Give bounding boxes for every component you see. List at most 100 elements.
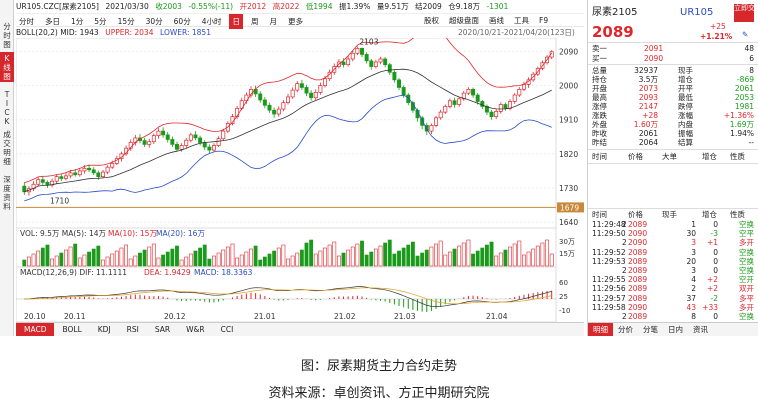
tick-row: 11:29:55 2089 4 +2 空开 <box>592 275 754 284</box>
candle-body <box>272 109 277 115</box>
candle-body <box>457 98 462 105</box>
tick-col-0[interactable]: 时间 <box>592 210 607 219</box>
quote-tab-0[interactable]: 明细 <box>588 323 613 336</box>
volume-bar <box>179 259 184 267</box>
volume-bar <box>77 257 82 267</box>
volume-bar <box>295 252 300 267</box>
volume-bar <box>383 242 388 267</box>
tick-nature: 多开 <box>739 302 754 312</box>
volume-bar <box>45 244 50 267</box>
tick-col-1[interactable]: 价格 <box>628 210 643 219</box>
tick-col-2[interactable]: 现手 <box>662 210 677 219</box>
indicator-tab-sar[interactable]: SAR <box>154 325 171 334</box>
period-4[interactable]: 15分 <box>117 17 135 26</box>
indicator-tab-cci[interactable]: CCI <box>220 325 234 334</box>
macd-tick-label: 60 <box>559 279 568 287</box>
volume-bar <box>59 252 64 267</box>
quote-tab-3[interactable]: 日内 <box>668 325 683 334</box>
header-link-0[interactable]: 股权 <box>424 16 439 25</box>
detail-col-0[interactable]: 时间 <box>592 152 607 161</box>
volume-bar <box>147 246 152 267</box>
period-8[interactable]: 日 <box>229 14 243 29</box>
volume-bar <box>475 250 480 267</box>
volume-bar <box>355 243 360 267</box>
period-7[interactable]: 4小时 <box>201 17 222 26</box>
trade-now-button[interactable]: 立即交易 <box>734 4 758 22</box>
quote-value: 2147 <box>638 102 658 111</box>
volume-bar <box>36 250 41 267</box>
indicator-tab-rsi[interactable]: RSI <box>126 325 139 334</box>
tick-price: 2089 <box>628 220 648 229</box>
quote-tab-1[interactable]: 分价 <box>618 325 633 334</box>
volume-bar <box>466 239 471 267</box>
detail-col-4[interactable]: 性质 <box>730 152 745 161</box>
reference-price-label: 1679 <box>560 203 579 212</box>
volume-bar <box>485 244 489 267</box>
volume-bar <box>276 247 281 267</box>
period-10[interactable]: 月 <box>269 17 277 26</box>
quote-tabs: 明细 分价 分笔 日内 资讯 <box>588 322 758 336</box>
volume-bar <box>299 249 304 267</box>
header-link-1[interactable]: 超级盘面 <box>449 16 479 25</box>
detail-col-1[interactable]: 价格 <box>628 152 643 161</box>
edit-icon[interactable]: ✎ <box>742 30 749 39</box>
period-3[interactable]: 5分 <box>94 17 107 26</box>
indicator-tab-kdj[interactable]: KDJ <box>97 325 111 334</box>
period-9[interactable]: 周 <box>250 17 259 26</box>
quote-row: 总量 32937 现手 8 <box>592 66 754 75</box>
candle-body <box>387 64 392 73</box>
boll-lower-line <box>24 94 552 202</box>
quote-label: 昨收 <box>592 129 607 138</box>
period-5[interactable]: 30分 <box>145 17 163 26</box>
indicator-tab-macd[interactable]: MACD <box>16 323 55 336</box>
candle-body <box>471 88 476 96</box>
volume-bar <box>253 245 258 267</box>
period-11[interactable]: 更多 <box>287 17 303 26</box>
quote-tab-4[interactable]: 资讯 <box>693 325 708 334</box>
tick-oi: +2 <box>706 284 718 294</box>
volume-bar <box>540 242 545 267</box>
macd-chart[interactable]: MACD(12,26,9) DIF: 11.1111 DEA: 1.9429 MAC… <box>16 267 584 322</box>
period-2[interactable]: 1分 <box>71 17 84 26</box>
period-0[interactable]: 分时 <box>19 17 34 26</box>
quote-tab-2[interactable]: 分笔 <box>643 325 658 334</box>
high-marker: 2103 <box>359 38 378 46</box>
indicator-tab-boll[interactable]: BOLL <box>62 325 82 334</box>
tab-trade-detail[interactable]: 成交明细 <box>3 130 11 166</box>
tab-timeshare[interactable]: 分时图 <box>3 22 11 49</box>
tick-col-4[interactable]: 性质 <box>730 210 745 219</box>
volume-bar <box>212 255 216 267</box>
tick-hand: 30 <box>686 229 696 239</box>
header-link-4[interactable]: F9 <box>539 16 549 25</box>
boll-mid-line <box>24 68 552 193</box>
tick-oi: 0 <box>713 220 718 229</box>
volume-bar <box>156 257 161 267</box>
volume-bar <box>443 254 448 267</box>
volume-chart[interactable]: VOL: 9.5万 MA(5): 14万 MA(10): 15万 MA(20): … <box>16 228 584 267</box>
tick-price: 2089 <box>628 247 648 257</box>
quote-value: 2093 <box>638 93 658 102</box>
indicator-tab-wr[interactable]: W&R <box>186 325 205 334</box>
quote-label: 开盘 <box>592 84 607 93</box>
header-link-2[interactable]: 画线 <box>489 16 504 25</box>
quote-value: 1981 <box>734 102 754 111</box>
period-6[interactable]: 60分 <box>173 17 191 26</box>
volume-bar <box>244 251 249 267</box>
candle-body <box>369 60 374 67</box>
quote-label: 持仓 <box>592 75 607 84</box>
header-link-3[interactable]: 工具 <box>514 16 529 25</box>
tick-row: 11:29:57 2089 37 -2 多平 <box>592 294 754 303</box>
candle-body <box>110 163 115 168</box>
detail-col-2[interactable]: 大单 <box>662 152 677 161</box>
candlestick-chart[interactable]: 2090 2000 1910 1820 1730 1640 1679 2103 1710 <box>16 38 584 228</box>
period-1[interactable]: 多日 <box>45 17 60 26</box>
price-tick-label: 1910 <box>559 116 578 125</box>
tick-col-3[interactable]: 增仓 <box>702 210 717 219</box>
tab-depth-info[interactable]: 深度资料 <box>3 175 11 211</box>
volume-bar <box>249 248 253 267</box>
tick-price: 2090 <box>628 238 648 248</box>
detail-col-3[interactable]: 增仓 <box>702 152 717 161</box>
